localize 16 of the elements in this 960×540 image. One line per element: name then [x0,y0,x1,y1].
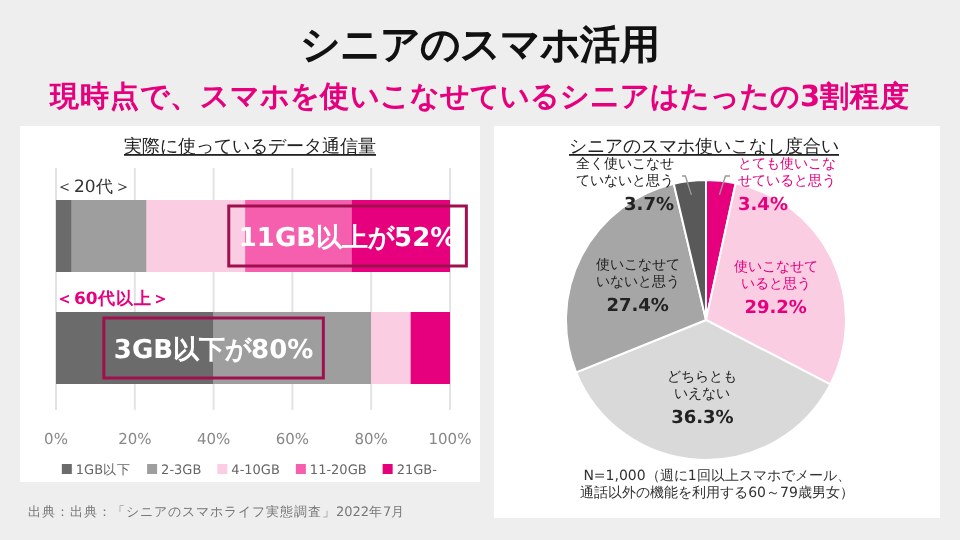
data-label: 3.4% [738,196,788,216]
data-label: 3.7% [624,196,674,216]
data-label: 29.2% [744,299,807,320]
y-tick-label: ＜60代以上＞ [56,288,170,310]
bar [371,312,411,384]
text: 実際に使っているデータ通信量 [124,136,376,158]
bar [56,200,72,272]
chart-title: シニアのスマホ使いこなし度合い [569,136,839,158]
y-tick-label: ＜20代＞ [56,176,132,198]
data-label: 36.3% [671,408,734,429]
chart-title: シニアのスマホ活用 [300,20,660,68]
chart-subtitle: 現時点で、スマホを使いこなせているシニアはたったの3割程度 [47,78,911,114]
annotation: 3GB以下が80% [113,336,314,366]
bar [71,200,147,272]
bar [410,312,450,384]
data-label: 27.4% [606,296,669,317]
